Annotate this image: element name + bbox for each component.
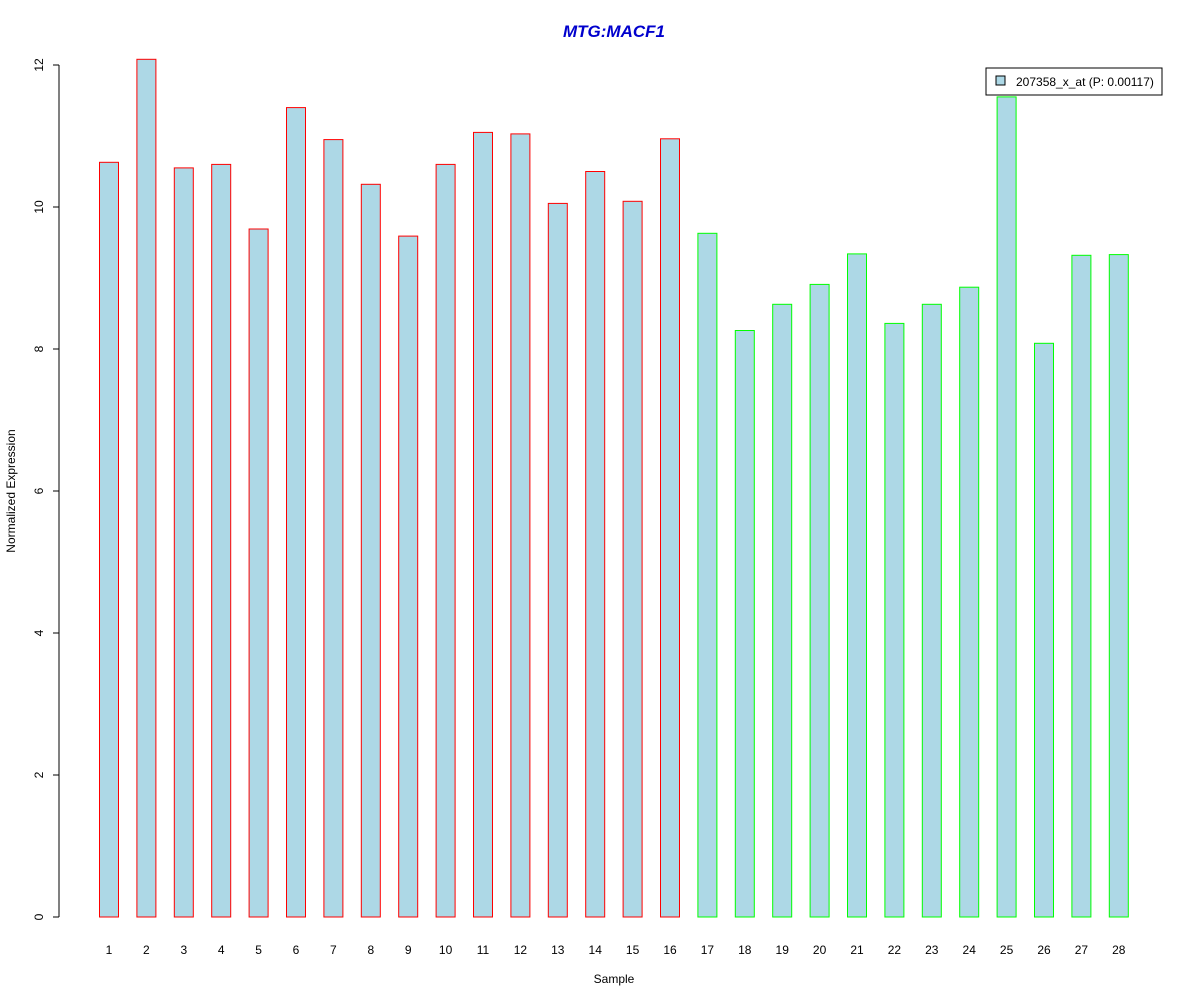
x-tick-label: 1 [106,943,113,957]
chart-title: MTG:MACF1 [563,22,665,41]
bar-sample-28 [1108,254,1129,918]
bar-sample-24 [959,286,980,918]
bar-sample-1 [99,161,119,918]
x-tick-label: 12 [514,943,528,957]
bar-sample-13 [547,202,568,918]
bars [99,58,1129,918]
x-tick-label: 25 [1000,943,1014,957]
x-tick-label: 6 [293,943,300,957]
x-tick-label: 19 [776,943,790,957]
y-tick-label: 12 [32,58,46,72]
y-axis-label: Normalized Expression [4,429,18,552]
x-tick-label: 22 [888,943,902,957]
x-tick-label: 23 [925,943,939,957]
x-tick-label: 18 [738,943,752,957]
x-tick-label: 3 [180,943,187,957]
y-tick-label: 6 [32,487,46,494]
bar-sample-16 [660,138,680,918]
x-tick-label: 4 [218,943,225,957]
x-tick-label: 15 [626,943,640,957]
x-tick-label: 24 [963,943,977,957]
y-tick-label: 2 [32,771,46,778]
bar-sample-6 [286,107,306,918]
y-tick-label: 4 [32,629,46,636]
x-tick-label: 10 [439,943,453,957]
bar-sample-2 [136,58,157,918]
y-tick-label: 0 [32,913,46,920]
bar-sample-14 [585,171,606,918]
x-axis-tick-labels: 1 2 3 4 5 6 7 8 9 10 11 12 13 14 15 16 17 18 19 20 21 22 23 24 2… [106,943,1126,957]
x-tick-label: 2 [143,943,150,957]
bar-sample-26 [1034,342,1054,918]
bar-sample-23 [921,303,942,918]
bar-sample-17 [697,232,718,918]
x-axis-label: Sample [594,972,635,986]
x-tick-label: 28 [1112,943,1126,957]
x-tick-label: 8 [367,943,374,957]
x-tick-label: 9 [405,943,412,957]
legend-box [985,67,1163,96]
bar-sample-5 [248,228,269,918]
x-tick-label: 14 [589,943,603,957]
legend: 207358_x_at (P: 0.00117) [985,67,1163,96]
bar-sample-27 [1071,254,1092,918]
bar-sample-12 [510,133,531,918]
x-tick-label: 26 [1037,943,1051,957]
legend-swatch [995,75,1006,86]
bar-sample-19 [772,303,793,918]
bar-sample-18 [734,330,755,918]
bar-sample-4 [211,163,232,918]
bar-sample-15 [622,200,643,918]
x-tick-label: 16 [663,943,677,957]
bar-sample-11 [473,131,493,918]
bar-sample-22 [884,322,905,918]
bar-sample-7 [323,139,344,918]
legend-label: 207358_x_at (P: 0.00117) [1016,75,1154,89]
bar-sample-8 [360,183,381,918]
x-tick-label: 20 [813,943,827,957]
x-tick-label: 7 [330,943,337,957]
x-tick-label: 17 [701,943,715,957]
x-tick-label: 27 [1075,943,1089,957]
y-tick-label: 10 [32,200,46,214]
bar-sample-21 [847,253,867,918]
bar-sample-3 [173,167,194,918]
y-tick-label: 8 [32,345,46,352]
bar-sample-25 [996,96,1017,918]
bar-sample-10 [435,163,456,918]
bar-sample-20 [809,283,830,918]
x-tick-label: 11 [477,943,490,957]
x-tick-label: 13 [551,943,565,957]
x-tick-label: 21 [850,943,864,957]
x-tick-label: 5 [255,943,262,957]
bar-sample-9 [398,235,419,918]
y-axis-ticks: 0 2 4 6 8 10 12 [32,58,59,920]
